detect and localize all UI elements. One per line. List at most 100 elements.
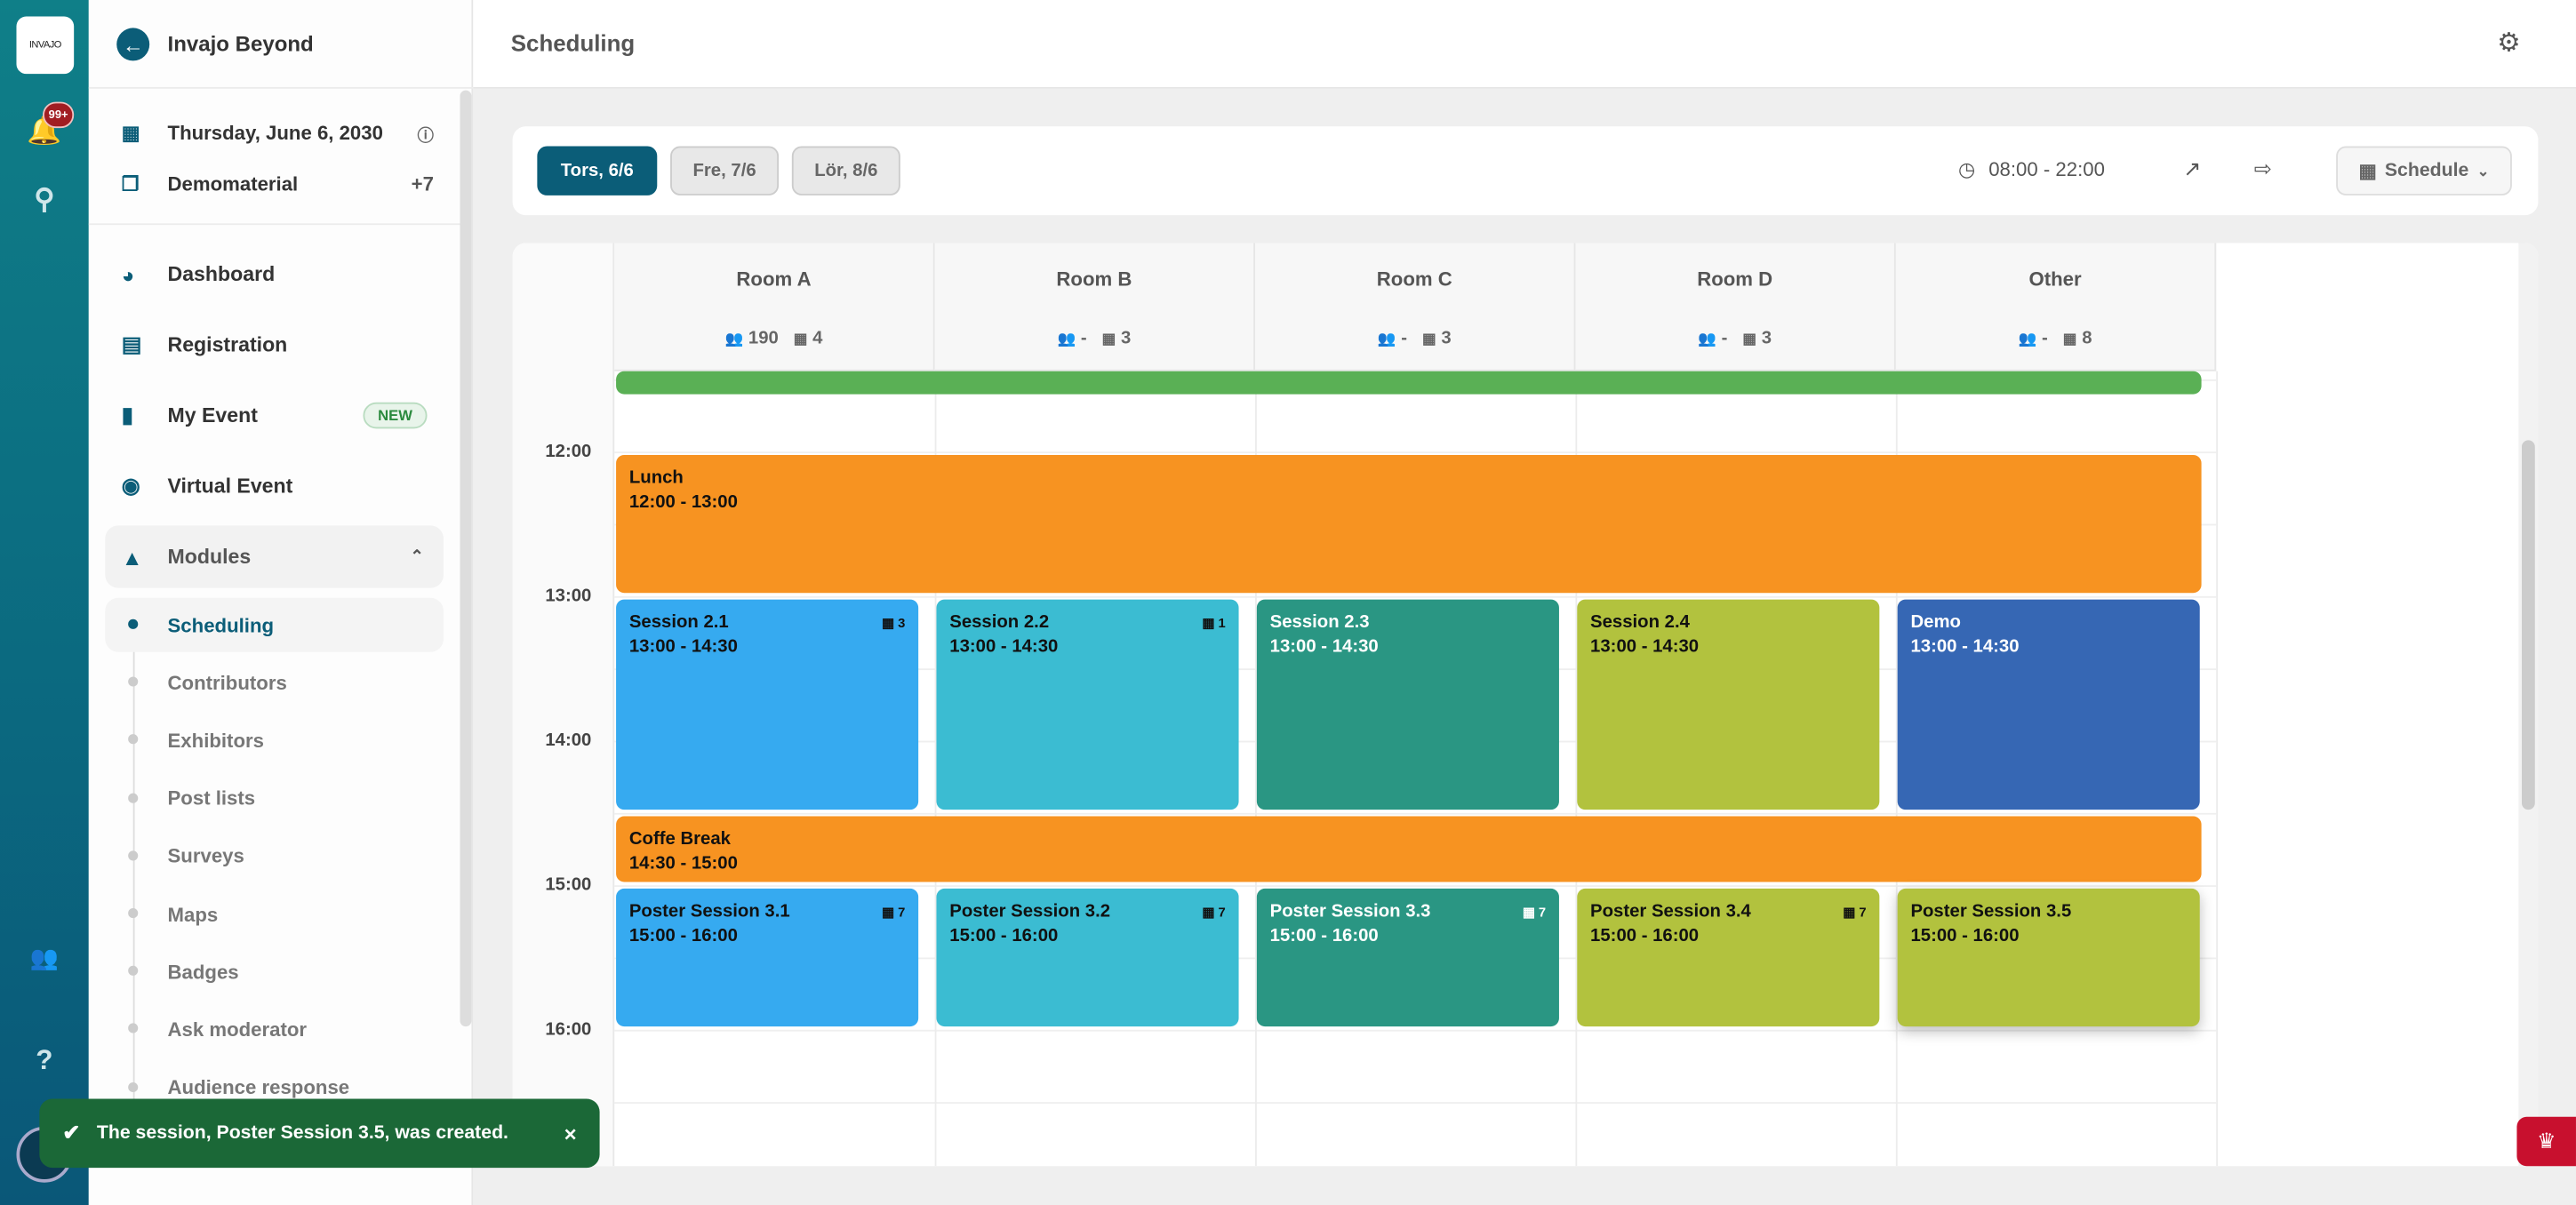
time-range[interactable]: ◷ 08:00 - 22:00 <box>1958 157 2105 180</box>
users-icon: 👥 <box>1377 330 1396 347</box>
session-block[interactable]: Poster Session 3.5 15:00 - 16:00 <box>1897 888 2200 1027</box>
room-capacity: - <box>1080 328 1087 348</box>
gauge-icon: ◕ <box>121 261 135 287</box>
crown-icon[interactable]: ♛ <box>2516 1116 2576 1167</box>
event-title: Invajo Beyond <box>167 31 314 56</box>
calendar-icon: ▦ <box>121 121 140 145</box>
users-icon: 👥 <box>724 330 744 347</box>
session-time: 13:00 - 14:30 <box>628 637 738 658</box>
session-block[interactable]: Coffe Break 14:30 - 15:00 <box>616 816 2202 882</box>
module-item-badges[interactable]: Badges <box>105 945 444 999</box>
module-tree-line <box>132 630 135 1107</box>
time-label: 12:00 <box>545 442 592 462</box>
nav-registration[interactable]: ▤ Registration <box>105 314 444 376</box>
session-time: 15:00 - 16:00 <box>628 926 738 946</box>
session-block[interactable]: Session 2.1 13:00 - 14:30 ▦ 3 <box>616 599 919 810</box>
count-value: 7 <box>1218 905 1226 920</box>
session-title: Session 2.1 <box>628 612 729 633</box>
view-dropdown[interactable]: ▦ Schedule ⌄ <box>2336 146 2512 196</box>
gears-icon[interactable]: ⚙ <box>2497 29 2521 58</box>
date-text: Thursday, June 6, 2030 <box>167 121 383 145</box>
grid-line <box>614 595 2217 598</box>
count-value: 7 <box>1859 905 1867 920</box>
session-block[interactable]: Session 2.2 13:00 - 14:30 ▦ 1 <box>936 599 1239 810</box>
help-icon[interactable]: ? <box>36 1044 53 1076</box>
session-block[interactable]: Poster Session 3.2 15:00 - 16:00 ▦ 7 <box>936 888 1239 1027</box>
calendar-icon: ▦ <box>882 616 894 631</box>
day-tab-saturday[interactable]: Lör, 8/6 <box>791 146 900 196</box>
calendar-icon: ▦ <box>2358 162 2377 183</box>
grid-line <box>614 812 2217 815</box>
module-item-audience-response[interactable]: Audience response <box>105 1060 444 1114</box>
room-header[interactable]: Room A 👥 190 ▦ 4 <box>614 243 935 371</box>
module-item-post-lists[interactable]: Post lists <box>105 771 444 826</box>
users-icon: 👥 <box>2018 330 2037 347</box>
room-header[interactable]: Room D 👥 - ▦ 3 <box>1575 243 1896 371</box>
room-name: Room B <box>1056 267 1132 291</box>
session-block[interactable]: Poster Session 3.4 15:00 - 16:00 ▦ 7 <box>1577 888 1880 1027</box>
day-tab-thursday[interactable]: Tors, 6/6 <box>537 146 658 196</box>
time-range-text: 08:00 - 22:00 <box>1988 157 2105 181</box>
module-item-scheduling[interactable]: Scheduling <box>105 597 444 652</box>
event-date: ▦ Thursday, June 6, 2030 ⓘ <box>122 116 434 149</box>
session-block[interactable]: Lunch 12:00 - 13:00 <box>616 454 2202 594</box>
session-title: Session 2.2 <box>949 612 1050 633</box>
session-count: ▦ 7 <box>882 900 905 925</box>
bullet-icon <box>128 676 139 687</box>
external-link-icon[interactable]: ↗ <box>2183 156 2202 181</box>
session-block[interactable] <box>616 371 2202 395</box>
back-arrow-icon[interactable]: ← <box>116 28 150 61</box>
day-tab-friday[interactable]: Fre, 7/6 <box>670 146 780 196</box>
session-block[interactable]: Demo 13:00 - 14:30 <box>1897 599 2200 810</box>
room-stats: 👥 - ▦ 3 <box>935 329 1254 348</box>
calendar-icon: ▦ <box>1742 330 1757 347</box>
invajo-logo[interactable]: INVAJO <box>16 16 75 75</box>
count-value: 1 <box>1218 616 1226 631</box>
session-title: Coffe Break <box>628 829 731 850</box>
room-header[interactable]: Other 👥 - ▦ 8 <box>1895 243 2217 371</box>
module-item-maps[interactable]: Maps <box>105 887 444 941</box>
search-icon[interactable]: ⚲ <box>34 183 55 216</box>
count-value: 7 <box>898 905 906 920</box>
chevron-up-icon[interactable]: ⌃ <box>410 547 424 566</box>
module-label: Maps <box>167 902 219 926</box>
export-icon[interactable]: ⇨ <box>2253 156 2272 181</box>
info-icon[interactable]: ⓘ <box>417 127 434 146</box>
module-item-contributors[interactable]: Contributors <box>105 656 444 710</box>
users-icon[interactable]: 👥 <box>29 943 60 970</box>
module-label: Exhibitors <box>167 729 264 753</box>
calendar-icon: ▦ <box>1101 330 1116 347</box>
module-label: Ask moderator <box>167 1017 308 1041</box>
room-stats: 👥 190 ▦ 4 <box>614 329 933 348</box>
room-header[interactable]: Room C 👥 - ▦ 3 <box>1255 243 1576 371</box>
sidebar-scrollbar[interactable] <box>460 90 472 1027</box>
session-time: 13:00 - 14:30 <box>1269 637 1379 658</box>
session-block[interactable]: Poster Session 3.1 15:00 - 16:00 ▦ 7 <box>616 888 919 1027</box>
session-block[interactable]: Session 2.4 13:00 - 14:30 <box>1577 599 1880 810</box>
close-toast-button[interactable]: × <box>564 1121 577 1146</box>
material-row[interactable]: ❐ Demomaterial +7 <box>122 168 434 201</box>
main-header: Scheduling ⚙ <box>473 0 2576 89</box>
calendar-scroll-thumb[interactable] <box>2521 440 2535 810</box>
module-label: Post lists <box>167 786 256 810</box>
room-stats: 👥 - ▦ 3 <box>1255 329 1574 348</box>
session-block[interactable]: Session 2.3 13:00 - 14:30 <box>1256 599 1559 810</box>
success-toast: ✔ The session, Poster Session 3.5, was c… <box>39 1098 600 1169</box>
column-line <box>1255 371 1257 1167</box>
time-label: 15:00 <box>545 875 592 896</box>
session-count: ▦ 7 <box>1523 900 1546 925</box>
bullet-icon <box>128 1081 139 1092</box>
nav-my-event[interactable]: ▮ My Event NEW <box>105 384 444 446</box>
nav-modules[interactable]: ▲ Modules ⌃ <box>105 525 444 588</box>
module-item-exhibitors[interactable]: Exhibitors <box>105 714 444 768</box>
session-time: 15:00 - 16:00 <box>1910 926 2020 946</box>
room-capacity: - <box>1721 328 1728 348</box>
session-block[interactable]: Poster Session 3.3 15:00 - 16:00 ▦ 7 <box>1256 888 1559 1027</box>
material-label: Demomaterial <box>167 172 299 196</box>
nav-virtual-event[interactable]: ◉ Virtual Event <box>105 455 444 517</box>
room-header[interactable]: Room B 👥 - ▦ 3 <box>934 243 1256 371</box>
module-item-surveys[interactable]: Surveys <box>105 829 444 883</box>
module-item-ask-moderator[interactable]: Ask moderator <box>105 1002 444 1057</box>
page-title: Scheduling <box>510 29 636 56</box>
nav-dashboard[interactable]: ◕ Dashboard <box>105 243 444 306</box>
